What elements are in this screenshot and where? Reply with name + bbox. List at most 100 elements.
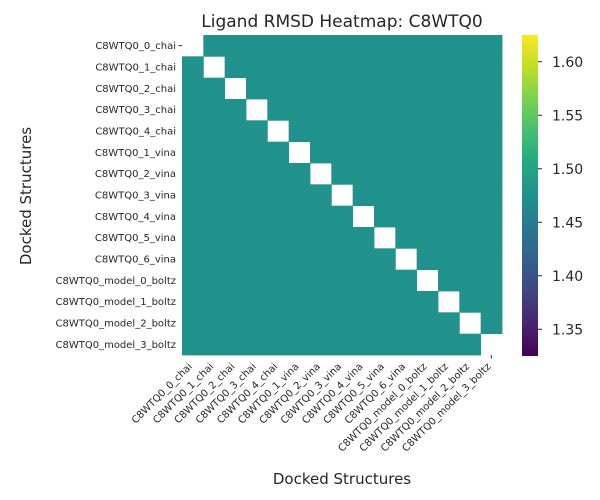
heatmap-cell — [352, 77, 375, 100]
heatmap-cell — [395, 99, 418, 121]
heatmap-cell — [246, 35, 268, 57]
heatmap-cell — [288, 56, 311, 79]
heatmap-cell — [331, 269, 354, 292]
row-tick-label: C8WTQ0_1_vina — [95, 148, 176, 159]
heatmap-cell — [480, 141, 503, 164]
row-tick-label: C8WTQ0_3_vina — [95, 191, 176, 202]
row-tick-label: C8WTQ0_model_3_boltz — [56, 340, 177, 351]
heatmap-cell — [224, 184, 247, 207]
heatmap-cell — [480, 205, 503, 228]
heatmap-cell — [395, 163, 418, 185]
heatmap-cell — [182, 120, 204, 143]
heatmap-cell — [459, 56, 482, 79]
heatmap-cell — [288, 35, 311, 57]
heatmap-cell — [459, 227, 482, 249]
heatmap-cell — [310, 312, 332, 335]
heatmap-cell — [459, 35, 482, 57]
heatmap-cell — [224, 269, 247, 292]
heatmap-cell — [246, 56, 268, 79]
heatmap-cell — [288, 120, 311, 143]
heatmap-cell — [416, 56, 439, 79]
heatmap-cell — [395, 205, 418, 228]
heatmap-cell — [438, 163, 460, 185]
heatmap-cell — [267, 269, 290, 292]
heatmap-cell — [416, 120, 439, 143]
heatmap-cell — [459, 184, 482, 207]
heatmap-cell — [395, 269, 418, 292]
heatmap-cell — [246, 269, 268, 292]
heatmap-cell — [395, 184, 418, 207]
heatmap-cell — [288, 184, 311, 207]
row-tick-label: C8WTQ0_model_0_boltz — [56, 276, 177, 287]
heatmap-cell — [438, 77, 460, 100]
heatmap-cell — [416, 77, 439, 100]
colorbar-tick-label: 1.35 — [552, 322, 583, 338]
heatmap-cell — [416, 312, 439, 335]
heatmap-cell — [480, 184, 503, 207]
heatmap-cell — [459, 205, 482, 228]
heatmap-cell — [331, 248, 354, 271]
heatmap-cell — [224, 312, 247, 335]
heatmap-cell — [267, 184, 290, 207]
heatmap-cell — [224, 35, 247, 57]
heatmap-cell — [331, 77, 354, 100]
heatmap-cell — [374, 333, 396, 356]
heatmap-cell — [352, 269, 375, 292]
heatmap-cell — [374, 77, 396, 100]
heatmap-cell — [267, 141, 290, 164]
heatmap-cell — [310, 205, 332, 228]
heatmap-cell — [224, 99, 247, 121]
heatmap-cell — [352, 35, 375, 57]
heatmap-cell — [438, 333, 460, 356]
heatmap-cell — [438, 120, 460, 143]
heatmap-cell — [352, 56, 375, 79]
row-tick-label: C8WTQ0_1_chai — [95, 63, 176, 74]
heatmap-cell — [310, 35, 332, 57]
row-tick-label: C8WTQ0_2_vina — [95, 169, 176, 180]
heatmap-cell — [288, 248, 311, 271]
heatmap-cell — [352, 120, 375, 143]
heatmap-cell — [374, 120, 396, 143]
colorbar-tick-label: 1.60 — [552, 55, 583, 71]
heatmap-cell — [203, 99, 226, 121]
heatmap-cell — [480, 56, 503, 79]
heatmap-cell — [224, 333, 247, 356]
heatmap-cell — [395, 35, 418, 57]
heatmap-cell — [395, 77, 418, 100]
heatmap-cell — [374, 99, 396, 121]
heatmap-cell — [310, 77, 332, 100]
heatmap-cell — [438, 141, 460, 164]
heatmap-cell — [438, 205, 460, 228]
heatmap-cell — [416, 248, 439, 271]
heatmap-cell — [203, 269, 226, 292]
heatmap-cell — [374, 248, 396, 271]
heatmap-cell — [331, 141, 354, 164]
heatmap-cell — [288, 227, 311, 249]
heatmap-cell — [480, 312, 503, 335]
heatmap-cell — [416, 205, 439, 228]
heatmap-cell — [438, 184, 460, 207]
heatmap-cell — [310, 291, 332, 313]
heatmap-cell — [203, 77, 226, 100]
heatmap-cell — [331, 99, 354, 121]
heatmap-cell — [395, 333, 418, 356]
colorbar-tick-label: 1.55 — [552, 108, 583, 124]
heatmap-cell — [395, 227, 418, 249]
heatmap-cells — [182, 35, 503, 356]
row-tick-label: C8WTQ0_model_1_boltz — [56, 297, 177, 308]
heatmap-cell — [416, 333, 439, 356]
heatmap-cell — [310, 120, 332, 143]
heatmap-cell — [267, 291, 290, 313]
heatmap-cell — [267, 163, 290, 185]
heatmap-cell — [331, 333, 354, 356]
heatmap-cell — [203, 227, 226, 249]
colorbar-tick-label: 1.45 — [552, 215, 583, 231]
heatmap-cell — [459, 248, 482, 271]
colorbar — [522, 35, 538, 356]
heatmap-cell — [416, 35, 439, 57]
heatmap-cell — [480, 291, 503, 313]
heatmap-cell — [267, 227, 290, 249]
heatmap-cell — [182, 56, 204, 79]
heatmap-cell — [224, 291, 247, 313]
